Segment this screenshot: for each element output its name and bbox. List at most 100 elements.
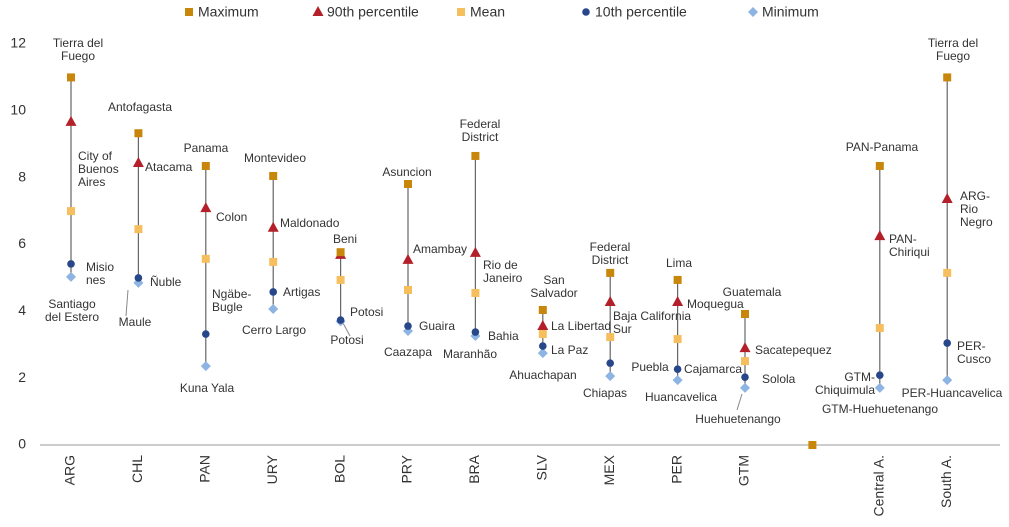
- legend-label: 10th percentile: [595, 4, 687, 20]
- marker: [673, 335, 682, 344]
- marker: [336, 248, 345, 257]
- legend-marker: [748, 7, 758, 17]
- annotation: Colon: [216, 210, 247, 224]
- annotation: Potosi: [350, 305, 383, 319]
- annotation: Bahia: [488, 329, 519, 343]
- marker: [404, 180, 412, 189]
- x-tick-label: South A.: [938, 455, 954, 508]
- marker: [201, 161, 210, 170]
- annotation: Ngäbe-Bugle: [212, 287, 251, 314]
- legend-label: 90th percentile: [327, 4, 419, 20]
- annotation: Kuna Yala: [180, 381, 235, 395]
- x-tick-label: Central A.: [871, 455, 887, 516]
- x-tick-label: ARG: [62, 455, 78, 485]
- marker: [808, 441, 817, 449]
- marker: [741, 373, 749, 381]
- marker: [606, 333, 615, 342]
- annotation: Maldonado: [280, 216, 340, 230]
- annotation: Baja California Sur: [613, 309, 691, 336]
- marker: [673, 275, 682, 284]
- marker: [471, 328, 480, 336]
- annotation: Solola: [762, 372, 796, 386]
- y-tick-label: 12: [10, 35, 26, 51]
- marker: [134, 129, 143, 138]
- annotation: Panama: [184, 141, 229, 155]
- annotation: Sacatepequez: [755, 343, 832, 357]
- marker: [67, 207, 75, 216]
- legend-marker: [457, 8, 465, 16]
- marker: [267, 221, 279, 232]
- marker: [741, 310, 749, 319]
- annotation: Federal District: [460, 117, 501, 144]
- marker: [67, 260, 75, 268]
- annotation: Federal District: [590, 240, 631, 267]
- marker: [202, 330, 210, 338]
- x-tick-label: BRA: [466, 454, 482, 483]
- marker: [402, 253, 414, 264]
- annotation: Guaira: [419, 319, 455, 333]
- marker: [538, 330, 547, 339]
- marker: [943, 268, 952, 277]
- annotation: Tierra del Fuego: [928, 36, 978, 63]
- annotation: Cajamarca: [684, 362, 742, 376]
- annotation: Atacama: [145, 160, 193, 174]
- marker: [606, 268, 615, 277]
- annotation: La Libertad: [551, 319, 611, 333]
- annotation: Maranhão: [443, 347, 497, 361]
- marker: [741, 357, 749, 366]
- annotation: Guatemala: [723, 285, 782, 299]
- x-tick-label: CHL: [129, 455, 145, 483]
- marker: [336, 316, 345, 324]
- annotation: Huehuetenango: [695, 412, 781, 426]
- annotation: Maule: [119, 315, 152, 329]
- annotation: Huancavelica: [645, 390, 717, 404]
- marker: [200, 202, 212, 213]
- marker: [471, 151, 480, 160]
- marker: [941, 193, 953, 204]
- x-tick-label: SLV: [534, 454, 550, 480]
- x-tick-label: GTM: [736, 455, 752, 486]
- annotation: Lima: [666, 256, 692, 270]
- marker: [67, 73, 75, 82]
- legend-marker: [582, 8, 590, 16]
- annotation: Puebla: [631, 360, 669, 374]
- annotation: PER-Huancavelica: [902, 386, 1003, 400]
- marker: [404, 285, 412, 294]
- annotation: Artigas: [283, 285, 320, 299]
- annotation: Santiago del Estero: [45, 297, 99, 324]
- annotation: Chiapas: [583, 386, 627, 400]
- marker: [740, 382, 750, 393]
- marker: [269, 257, 278, 266]
- y-tick-label: 0: [18, 436, 26, 452]
- annotation: Antofagasta: [108, 100, 172, 114]
- marker: [537, 348, 548, 359]
- legend-marker: [312, 6, 324, 16]
- marker: [875, 161, 884, 170]
- annotation: Caazapa: [384, 345, 432, 359]
- annotation: PAN-Panama: [846, 140, 919, 154]
- marker: [469, 246, 481, 257]
- annotation: Cerro Largo: [242, 323, 306, 337]
- marker: [605, 371, 616, 382]
- marker: [200, 361, 211, 372]
- annotation: Potosi: [330, 333, 363, 347]
- y-tick-label: 6: [18, 235, 26, 251]
- marker: [874, 382, 885, 393]
- annotation: PAN-Chiriqui: [889, 232, 930, 259]
- annotation: City of Buenos Aires: [78, 149, 119, 189]
- marker: [943, 339, 951, 347]
- annotation: La Paz: [551, 343, 588, 357]
- y-tick-label: 8: [18, 168, 26, 184]
- marker: [134, 225, 143, 234]
- marker: [538, 305, 547, 314]
- marker: [672, 295, 684, 306]
- leader-lines: [125, 289, 743, 411]
- annotation: Beni: [333, 232, 357, 246]
- annotation: PER-Cusco: [957, 339, 991, 366]
- annotation: GTM-Huehuetenango: [822, 402, 938, 416]
- marker: [672, 375, 683, 386]
- marker: [66, 271, 76, 282]
- marker: [132, 156, 144, 167]
- legend-label: Mean: [470, 4, 505, 20]
